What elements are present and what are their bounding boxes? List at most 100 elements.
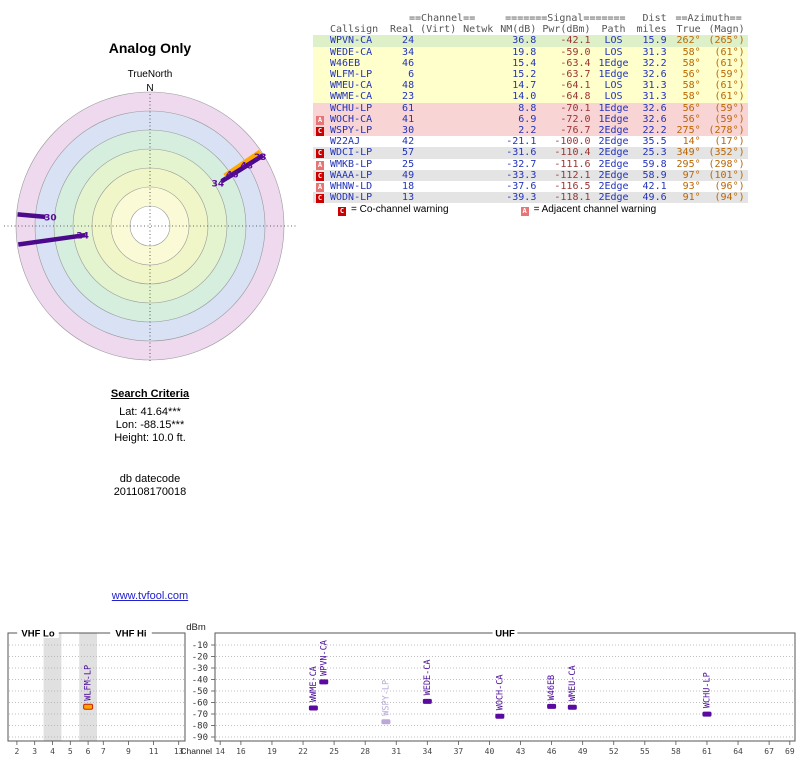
cell-nm: 8.8 bbox=[518, 102, 537, 114]
cell-miles: 22.2 bbox=[642, 125, 667, 137]
y-axis-label: -60 bbox=[192, 699, 208, 709]
cell-virt bbox=[417, 147, 459, 158]
cell-callsign: W22AJ bbox=[330, 136, 361, 148]
cell-path: LOS bbox=[604, 80, 623, 92]
co-channel-warning-badge: C bbox=[316, 171, 324, 181]
band-label-bg bbox=[17, 627, 59, 638]
cell-netwk bbox=[459, 136, 497, 147]
cell-nm: -32.7 bbox=[506, 158, 537, 170]
cell-pwr: -116.5 bbox=[554, 181, 591, 193]
adjacent-channel-legend-item: A = Adjacent channel warning bbox=[520, 204, 657, 216]
true-column-header: True bbox=[676, 24, 701, 36]
co-channel-warning-icon: C bbox=[338, 207, 346, 216]
channel-axis-title: Channel bbox=[180, 746, 212, 756]
x-axis-label: 46 bbox=[547, 747, 557, 756]
cell-true: 58° bbox=[682, 80, 701, 92]
cell-pwr: -112.1 bbox=[554, 169, 591, 181]
adjacent-channel-warning-badge: A bbox=[316, 115, 324, 125]
search-criteria-panel: Search Criteria Lat: 41.64*** Lon: -88.1… bbox=[55, 388, 245, 499]
cell-magn: (278°) bbox=[708, 125, 745, 137]
cell-path: 2Edge bbox=[598, 181, 629, 193]
cell-miles: 49.6 bbox=[642, 192, 667, 204]
cell-miles: 32.6 bbox=[642, 69, 667, 81]
cell-netwk bbox=[459, 125, 497, 136]
cell-callsign: WCHU-LP bbox=[330, 102, 373, 114]
cell-netwk bbox=[459, 170, 497, 181]
spectrum-marker-wmeu-ca bbox=[567, 704, 577, 710]
band-label: VHF Lo bbox=[21, 629, 54, 640]
cell-path: 1Edge bbox=[598, 102, 629, 114]
cell-virt bbox=[417, 58, 459, 69]
cell-callsign: WMEU-CA bbox=[330, 80, 373, 92]
virt-column-header: (Virt) bbox=[420, 24, 457, 36]
cell-magn: (96°) bbox=[714, 181, 745, 193]
spectrum-marker-woch-ca bbox=[495, 713, 505, 719]
x-axis-label: 43 bbox=[516, 747, 526, 756]
x-axis-label: 31 bbox=[391, 747, 401, 756]
cell-true: 56° bbox=[682, 69, 701, 81]
cell-callsign: WPVN-CA bbox=[330, 35, 373, 47]
cell-real: 30 bbox=[402, 125, 415, 137]
cell-magn: (59°) bbox=[714, 113, 745, 125]
spectrum-label-wede-ca: WEDE-CA bbox=[423, 660, 433, 696]
cell-real: 49 bbox=[402, 169, 415, 181]
cell-magn: (59°) bbox=[714, 102, 745, 114]
cell-pwr: -64.1 bbox=[560, 80, 591, 92]
cell-pwr: -110.4 bbox=[554, 147, 591, 159]
cell-callsign: WHNW-LD bbox=[330, 181, 373, 193]
cell-real: 61 bbox=[402, 102, 415, 114]
radar-signal-ch24 bbox=[17, 232, 86, 247]
radar-signal-label-ch23: 23 bbox=[254, 153, 267, 163]
cell-magn: (101°) bbox=[708, 169, 745, 181]
y-axis-label: -40 bbox=[192, 676, 208, 686]
cell-marker bbox=[313, 91, 327, 102]
cell-path: LOS bbox=[604, 35, 623, 47]
radar-signal-label-ch30: 30 bbox=[44, 213, 57, 223]
cell-true: 97° bbox=[682, 169, 701, 181]
y-axis-label: -20 bbox=[192, 653, 208, 663]
shaded-channel-band bbox=[79, 633, 97, 741]
cell-magn: (298°) bbox=[708, 158, 745, 170]
adjacent-channel-warning-badge: A bbox=[316, 160, 324, 170]
cell-netwk bbox=[459, 35, 497, 46]
cell-marker bbox=[313, 35, 327, 46]
cell-magn: (352°) bbox=[708, 147, 745, 159]
cell-true: 14° bbox=[682, 136, 701, 148]
azimuth-group-header: ==Azimuth== bbox=[675, 13, 742, 24]
cell-netwk bbox=[459, 69, 497, 80]
db-datecode-block: db datecode 201108170018 bbox=[55, 473, 245, 499]
longitude-value: Lon: -88.15*** bbox=[115, 419, 185, 431]
x-axis-label: 40 bbox=[485, 747, 495, 756]
cell-miles: 42.1 bbox=[642, 181, 667, 193]
cell-path: 1Edge bbox=[598, 69, 629, 81]
cell-callsign: WSPY-LP bbox=[330, 125, 373, 137]
cell-true: 58° bbox=[682, 91, 701, 103]
spectrum-label-wlfm-lp: WLFM-LP bbox=[84, 665, 94, 701]
x-axis-label: 13 bbox=[174, 747, 184, 756]
cell-miles: 31.3 bbox=[642, 91, 667, 103]
cell-real: 24 bbox=[402, 35, 415, 47]
cell-callsign: W46EB bbox=[330, 57, 361, 69]
spectrum-marker-wchu-lp bbox=[702, 711, 712, 717]
cell-netwk bbox=[459, 159, 497, 170]
cell-pwr: -42.1 bbox=[560, 35, 591, 47]
cell-netwk bbox=[459, 58, 497, 69]
cell-marker bbox=[313, 58, 327, 69]
adjacent-channel-legend-text: = Adjacent channel warning bbox=[533, 204, 657, 215]
cell-marker bbox=[313, 103, 327, 114]
signal-group-header: =======Signal======= bbox=[505, 13, 626, 24]
x-axis-label: 6 bbox=[86, 747, 91, 756]
netwk-column-header: Netwk bbox=[463, 24, 494, 36]
cell-true: 58° bbox=[682, 57, 701, 69]
adjacent-channel-warning-icon: A bbox=[520, 207, 529, 216]
cell-magn: (61°) bbox=[714, 46, 745, 58]
cell-miles: 25.3 bbox=[642, 147, 667, 159]
spectrum-marker-wpvn-ca bbox=[319, 679, 329, 685]
tvfool-link[interactable]: www.tvfool.com bbox=[111, 590, 189, 602]
cell-nm: 19.8 bbox=[512, 46, 537, 58]
cell-marker: A bbox=[313, 114, 327, 125]
table-row: W22AJ 42 -21.1 -100.0 2Edge 35.5 14° (17°) bbox=[313, 136, 748, 148]
cell-pwr: -63.4 bbox=[560, 57, 591, 69]
